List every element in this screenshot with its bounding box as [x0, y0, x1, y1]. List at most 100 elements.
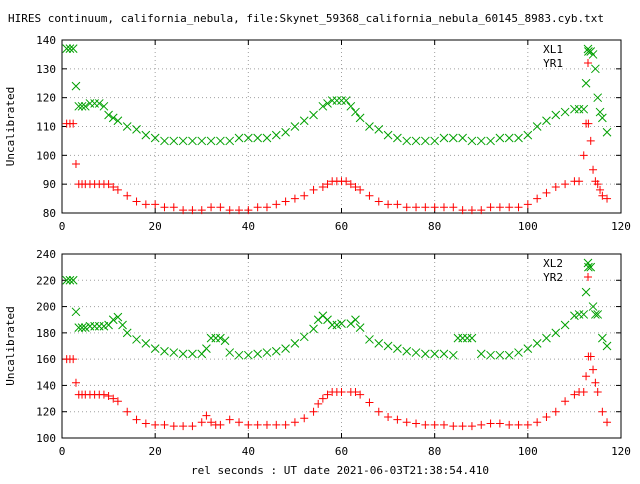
data-point	[374, 197, 383, 206]
data-point	[68, 275, 78, 285]
data-point	[603, 194, 612, 203]
data-point	[574, 104, 584, 114]
data-point	[603, 418, 612, 427]
data-point	[327, 320, 337, 330]
data-point	[393, 344, 402, 353]
data-point	[411, 348, 421, 357]
data-point	[244, 420, 253, 429]
data-point	[439, 420, 448, 429]
data-point	[453, 333, 463, 343]
data-point	[262, 420, 271, 429]
data-point	[62, 44, 72, 54]
data-point	[216, 203, 225, 212]
data-point	[374, 407, 383, 416]
y-tick-label: 120	[36, 92, 56, 105]
data-point	[495, 133, 505, 143]
data-point	[85, 99, 95, 108]
data-point	[495, 350, 505, 360]
data-point	[579, 310, 589, 319]
data-point	[179, 422, 188, 431]
data-point	[132, 415, 141, 424]
data-point	[243, 350, 253, 360]
data-point	[314, 399, 323, 408]
data-point	[108, 315, 118, 325]
legend-label: YR2	[543, 271, 563, 284]
data-point	[505, 420, 514, 429]
data-point	[551, 183, 560, 192]
data-point	[439, 203, 448, 212]
data-point	[309, 407, 318, 416]
data-point	[393, 200, 402, 209]
data-point	[281, 344, 290, 353]
data-point	[458, 133, 467, 143]
data-point	[80, 101, 90, 111]
data-point	[586, 136, 595, 145]
data-point	[374, 339, 384, 348]
data-point	[216, 420, 225, 429]
data-point	[69, 119, 78, 128]
data-point	[123, 191, 132, 200]
legend-label: XL2	[543, 257, 563, 270]
data-point	[202, 411, 211, 420]
data-point	[113, 397, 122, 406]
data-point	[69, 355, 78, 364]
data-point	[542, 333, 551, 343]
data-point	[514, 348, 523, 357]
data-point	[551, 407, 560, 416]
data-point	[271, 130, 281, 140]
data-point	[579, 104, 589, 114]
data-point	[109, 183, 118, 192]
data-point	[584, 262, 593, 272]
data-point	[588, 302, 598, 311]
data-point	[383, 341, 393, 351]
data-point	[356, 390, 365, 399]
data-point	[412, 419, 421, 428]
data-point	[309, 324, 318, 334]
data-point	[71, 81, 81, 91]
data-point	[448, 133, 458, 143]
data-point	[342, 177, 351, 186]
x-tick-label: 60	[335, 220, 348, 233]
x-tick-label: 0	[59, 445, 66, 458]
data-point	[593, 388, 602, 396]
data-point	[598, 191, 607, 200]
data-point	[169, 422, 178, 431]
y-tick-label: 160	[36, 353, 56, 366]
data-point	[514, 133, 523, 143]
data-point	[486, 350, 495, 360]
data-point	[169, 203, 178, 212]
data-point	[449, 422, 458, 431]
data-point	[561, 397, 570, 406]
data-point	[188, 349, 197, 359]
data-point	[299, 116, 309, 126]
bottom-panel: 0 20 40 60 80 100 120 100 120 140 160 180 200 220 240 U…	[4, 248, 631, 458]
data-point	[430, 420, 439, 429]
top-panel: 0 20 40 60 80 100 120 80 90 100 110 120 130 140 Uncali…	[4, 34, 631, 233]
data-point	[68, 44, 78, 54]
data-point	[504, 133, 514, 143]
data-point	[384, 200, 393, 209]
data-point	[281, 420, 290, 429]
data-point	[598, 333, 607, 343]
data-point	[74, 323, 84, 332]
y-tick-label: 80	[43, 207, 56, 220]
data-point	[584, 119, 593, 128]
data-point	[150, 344, 160, 353]
data-point	[109, 394, 118, 403]
data-point	[581, 78, 591, 88]
data-point	[591, 310, 600, 319]
data-point	[141, 419, 150, 428]
data-point	[71, 378, 80, 387]
data-point	[355, 323, 365, 332]
data-point	[141, 200, 150, 209]
data-point	[62, 275, 72, 285]
data-point	[151, 200, 160, 209]
data-point	[235, 206, 244, 215]
data-point	[365, 398, 374, 407]
data-point	[514, 203, 523, 212]
data-point	[421, 420, 430, 429]
x-axis-label: rel seconds : UT date 2021-06-03T21:38:5…	[191, 464, 489, 477]
data-point	[514, 420, 523, 429]
data-point	[586, 352, 595, 361]
data-point	[411, 136, 421, 146]
